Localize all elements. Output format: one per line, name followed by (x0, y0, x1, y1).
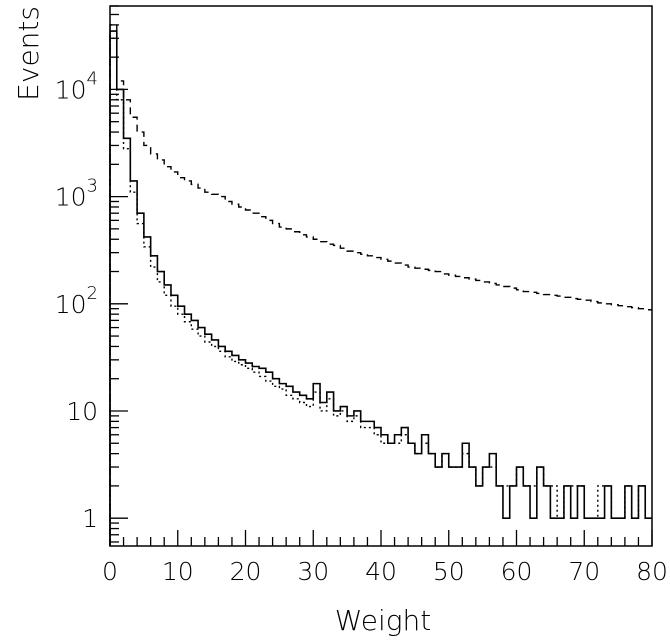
histogram-dashed-series (109, 24, 652, 546)
y-axis-ticks (110, 5, 128, 543)
x-tick-label: 20 (230, 557, 262, 586)
histogram-dotted-series (109, 37, 652, 546)
y-tick-label: 102 (55, 283, 98, 319)
x-tick-label: 70 (568, 557, 600, 586)
y-axis-tick-labels: 1 10 102 103 104 (55, 68, 98, 533)
histogram-series-layer (109, 24, 652, 546)
x-axis-ticks (109, 530, 653, 546)
y-tick-label: 1 (82, 504, 98, 533)
y-tick-label: 103 (55, 176, 98, 212)
x-tick-label: 50 (433, 557, 465, 586)
y-tick-label: 104 (55, 68, 98, 104)
x-axis-tick-labels: 0 10 20 30 40 50 60 70 80 (102, 557, 668, 586)
y-axis-title: Events (12, 6, 45, 101)
x-tick-label: 60 (501, 557, 533, 586)
x-tick-label: 80 (636, 557, 668, 586)
x-tick-label: 0 (102, 557, 118, 586)
plot-frame (109, 5, 653, 547)
x-axis-title: Weight (335, 604, 432, 637)
histogram-solid-series (109, 30, 652, 546)
x-tick-label: 40 (365, 557, 397, 586)
x-tick-label: 30 (297, 557, 329, 586)
y-tick-label: 10 (66, 397, 98, 426)
x-tick-label: 10 (162, 557, 194, 586)
